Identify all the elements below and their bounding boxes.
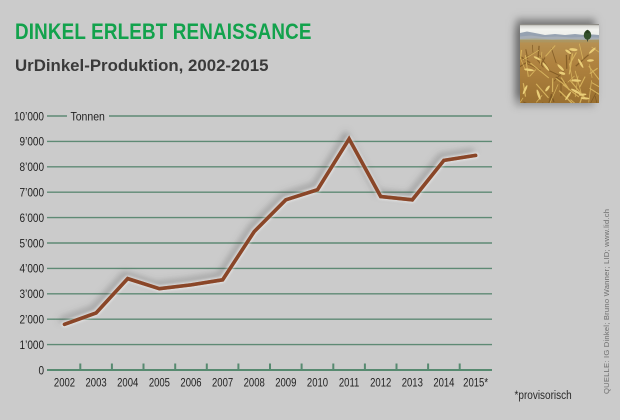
svg-text:2015*: 2015* <box>463 376 489 389</box>
svg-text:2002: 2002 <box>54 376 75 389</box>
svg-text:2005: 2005 <box>149 376 170 389</box>
svg-text:4’000: 4’000 <box>20 263 44 276</box>
svg-text:2011: 2011 <box>339 376 359 389</box>
svg-text:2003: 2003 <box>86 376 107 389</box>
svg-text:8’000: 8’000 <box>20 161 44 174</box>
svg-text:5’000: 5’000 <box>20 237 44 250</box>
svg-text:2014: 2014 <box>433 376 454 389</box>
svg-text:2012: 2012 <box>370 376 391 389</box>
svg-text:QUELLE: IG Dinkel; Bruno Wanne: QUELLE: IG Dinkel; Bruno Wanner; LID; ww… <box>602 209 611 394</box>
svg-text:2006: 2006 <box>180 376 201 389</box>
svg-text:6’000: 6’000 <box>20 212 44 225</box>
svg-text:*provisorisch: *provisorisch <box>515 389 572 402</box>
svg-text:2008: 2008 <box>244 376 265 389</box>
svg-text:2007: 2007 <box>212 376 233 389</box>
svg-text:2’000: 2’000 <box>20 314 44 327</box>
svg-text:10’000: 10’000 <box>14 110 44 123</box>
svg-text:2009: 2009 <box>275 376 296 389</box>
svg-text:2004: 2004 <box>117 376 138 389</box>
svg-text:2013: 2013 <box>402 376 423 389</box>
svg-text:Tonnen: Tonnen <box>71 111 105 124</box>
svg-text:2010: 2010 <box>307 376 328 389</box>
svg-text:9’000: 9’000 <box>20 136 44 149</box>
svg-text:3’000: 3’000 <box>20 288 44 301</box>
svg-text:1’000: 1’000 <box>20 339 44 352</box>
svg-text:0: 0 <box>38 364 44 377</box>
svg-text:7’000: 7’000 <box>20 187 44 200</box>
